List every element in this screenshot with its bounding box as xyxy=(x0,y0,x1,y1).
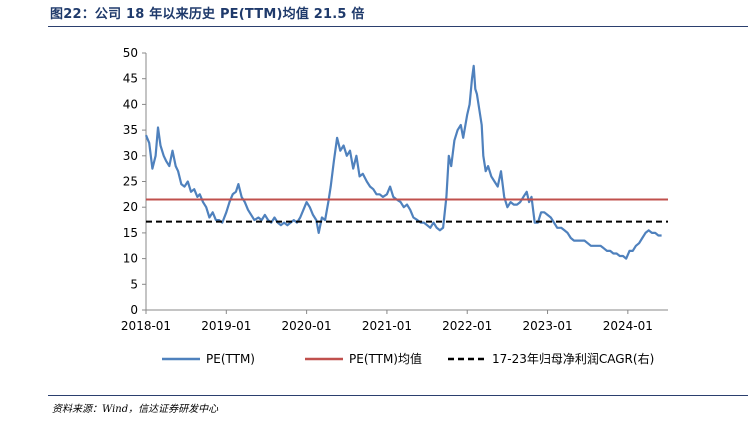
y-tick-label: 45 xyxy=(123,72,138,86)
title-divider xyxy=(48,26,748,27)
y-tick-label: 0 xyxy=(130,303,138,317)
legend-item-pe-ttm: PE(TTM) xyxy=(162,352,255,366)
figure-title: 图22：公司 18 年以来历史 PE(TTM)均值 21.5 倍 xyxy=(50,7,365,22)
y-tick-label: 35 xyxy=(123,123,138,137)
x-tick-label: 2023-01 xyxy=(522,319,572,333)
y-tick-label: 15 xyxy=(123,226,138,240)
legend-label: PE(TTM) xyxy=(206,352,255,366)
legend-item-cagr: 17-23年归母净利润CAGR(右) xyxy=(448,351,654,366)
x-tick-label: 2019-01 xyxy=(201,319,251,333)
axes: 0 5 10 15 20 25 30 35 40 45 50 2018-01 2019-01 2020-0… xyxy=(121,46,668,333)
series-layer xyxy=(144,64,668,260)
x-tick-label: 2021-01 xyxy=(362,319,412,333)
y-tick-label: 30 xyxy=(123,149,138,163)
source-note: 资料来源：Wind，信达证券研发中心 xyxy=(52,404,219,415)
y-tick-label: 20 xyxy=(123,200,138,214)
y-tick-label: 40 xyxy=(123,97,138,111)
y-tick-label: 10 xyxy=(123,252,138,266)
y-tick-label: 5 xyxy=(130,277,138,291)
legend-label: 17-23年归母净利润CAGR(右) xyxy=(492,351,654,366)
legend-item-pe-mean: PE(TTM)均值 xyxy=(305,351,422,366)
pe-ttm-line xyxy=(144,64,662,260)
x-tick-label: 2022-01 xyxy=(442,319,492,333)
y-tick-label: 50 xyxy=(123,46,138,60)
legend: PE(TTM) PE(TTM)均值 17-23年归母净利润CAGR(右) xyxy=(162,351,654,366)
legend-label: PE(TTM)均值 xyxy=(349,351,422,366)
source-divider xyxy=(48,395,748,396)
x-tick-label: 2024-01 xyxy=(603,319,653,333)
y-tick-label: 25 xyxy=(123,175,138,189)
x-tick-label: 2020-01 xyxy=(282,319,332,333)
x-tick-label: 2018-01 xyxy=(121,319,171,333)
